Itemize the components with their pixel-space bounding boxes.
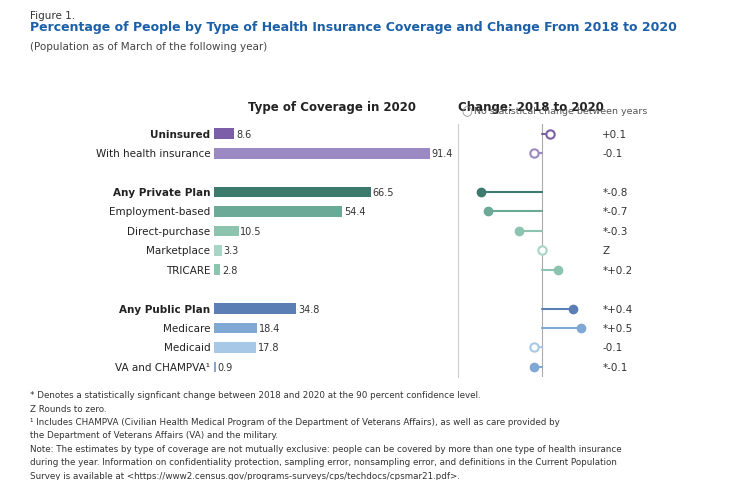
Bar	[214, 304, 296, 314]
Text: Note: The estimates by type of coverage are not mutually exclusive: people can b: Note: The estimates by type of coverage …	[30, 444, 622, 453]
Bar	[214, 323, 257, 334]
Bar	[214, 129, 234, 140]
Text: Percentage of People by Type of Health Insurance Coverage and Change From 2018 t: Percentage of People by Type of Health I…	[30, 21, 676, 34]
Text: Uninsured: Uninsured	[150, 130, 210, 140]
Text: *+0.5: *+0.5	[602, 324, 632, 333]
Text: +0.1: +0.1	[602, 130, 628, 140]
Text: With health insurance: With health insurance	[95, 149, 210, 159]
Text: Z Rounds to zero.: Z Rounds to zero.	[30, 404, 106, 413]
Text: *-0.8: *-0.8	[602, 188, 628, 198]
Text: *-0.1: *-0.1	[602, 362, 628, 372]
Bar	[214, 342, 256, 353]
Text: Figure 1.: Figure 1.	[30, 11, 75, 21]
Bar	[214, 245, 221, 256]
Text: Any Private Plan: Any Private Plan	[112, 188, 210, 198]
Text: Direct-purchase: Direct-purchase	[127, 227, 210, 237]
Text: Survey is available at <https://www2.census.gov/programs-surveys/cps/techdocs/cp: Survey is available at <https://www2.cen…	[30, 471, 460, 480]
Text: 18.4: 18.4	[259, 324, 280, 333]
Text: 0.9: 0.9	[217, 362, 233, 372]
Text: during the year. Information on confidentiality protection, sampling error, nons: during the year. Information on confiden…	[30, 457, 616, 467]
Text: *-0.3: *-0.3	[602, 227, 628, 237]
Text: VA and CHAMPVA¹: VA and CHAMPVA¹	[116, 362, 210, 372]
Bar	[214, 148, 430, 159]
Text: 34.8: 34.8	[298, 304, 320, 314]
Text: Marketplace: Marketplace	[146, 246, 210, 256]
Bar	[214, 265, 220, 276]
Text: 2.8: 2.8	[222, 265, 238, 275]
Text: TRICARE: TRICARE	[166, 265, 210, 275]
Bar	[214, 187, 370, 198]
Text: Any Public Plan: Any Public Plan	[119, 304, 210, 314]
Text: -0.1: -0.1	[602, 149, 622, 159]
Text: Z: Z	[602, 246, 610, 256]
Text: Type of Coverage in 2020: Type of Coverage in 2020	[248, 100, 416, 113]
Text: 17.8: 17.8	[258, 343, 279, 353]
Text: ¹ Includes CHAMPVA (Civilian Health Medical Program of the Department of Veteran: ¹ Includes CHAMPVA (Civilian Health Medi…	[30, 417, 560, 426]
Text: *-0.7: *-0.7	[602, 207, 628, 217]
Text: 3.3: 3.3	[224, 246, 238, 256]
Text: (Population as of March of the following year): (Population as of March of the following…	[30, 42, 267, 52]
Text: *+0.2: *+0.2	[602, 265, 632, 275]
Text: 91.4: 91.4	[431, 149, 453, 159]
Bar	[214, 362, 216, 372]
Text: the Department of Veterans Affairs (VA) and the military.: the Department of Veterans Affairs (VA) …	[30, 431, 278, 440]
Text: *+0.4: *+0.4	[602, 304, 632, 314]
Text: Change: 2018 to 2020: Change: 2018 to 2020	[458, 100, 604, 113]
Text: -0.1: -0.1	[602, 343, 622, 353]
Text: Medicaid: Medicaid	[164, 343, 210, 353]
Text: ○: ○	[461, 105, 472, 118]
Text: No statistical change between years: No statistical change between years	[474, 107, 647, 116]
Text: Employment-based: Employment-based	[109, 207, 210, 217]
Bar	[214, 207, 342, 217]
Text: 10.5: 10.5	[241, 227, 262, 237]
Text: * Denotes a statistically signficant change between 2018 and 2020 at the 90 perc: * Denotes a statistically signficant cha…	[30, 390, 481, 399]
Text: 54.4: 54.4	[344, 207, 366, 217]
Bar	[214, 226, 238, 237]
Text: 66.5: 66.5	[373, 188, 394, 198]
Text: 8.6: 8.6	[236, 130, 251, 140]
Text: Medicare: Medicare	[163, 324, 210, 333]
